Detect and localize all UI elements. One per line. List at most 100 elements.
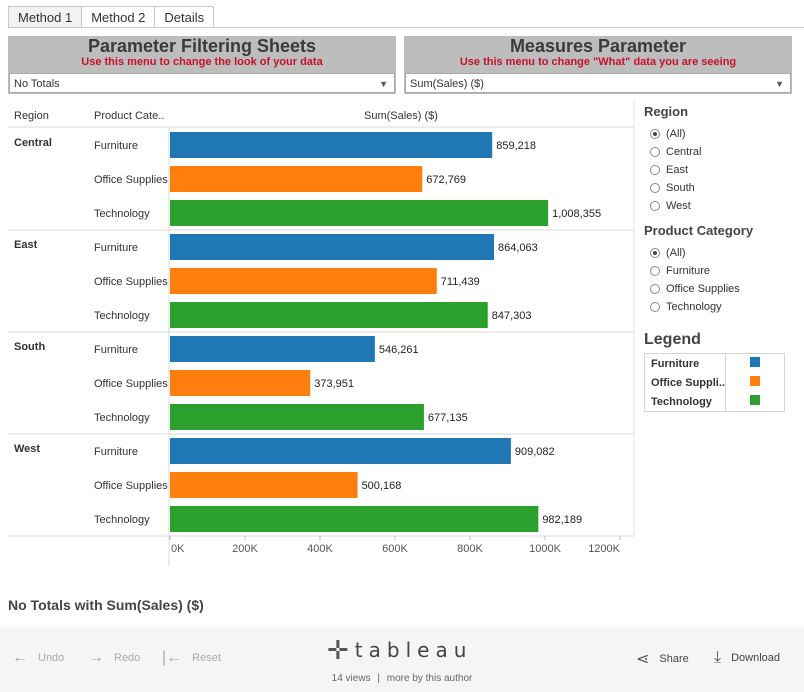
category-filter-option[interactable]: (All) — [644, 244, 794, 262]
region-filter-option-label: Central — [666, 146, 702, 158]
category-filter-option-label: Furniture — [666, 265, 711, 277]
bar-technology — [170, 200, 549, 226]
tab-divider — [8, 27, 804, 28]
category-label: Furniture — [94, 446, 138, 458]
region-filter-option-label: (All) — [666, 128, 686, 140]
data-label: 677,135 — [428, 412, 468, 424]
category-filter-option[interactable]: Technology — [644, 298, 794, 316]
region-label: South — [14, 341, 45, 353]
download-button[interactable]: ⤓ Download — [714, 649, 780, 667]
category-column-header: Product Cate.. — [94, 110, 165, 122]
category-filter-option[interactable]: Furniture — [644, 262, 794, 280]
region-filter-option[interactable]: East — [644, 161, 794, 179]
radio-button-icon[interactable] — [650, 248, 660, 258]
category-filter-option-label: (All) — [666, 247, 686, 259]
data-label: 909,082 — [515, 446, 555, 458]
chevron-down-icon: ▼ — [379, 79, 388, 89]
radio-button-icon[interactable] — [650, 201, 660, 211]
measures-parameter-subtitle: Use this menu to change "What" data you … — [459, 56, 737, 68]
bar-technology — [170, 506, 539, 532]
category-filter-option[interactable]: Office Supplies — [644, 280, 794, 298]
region-filter-option[interactable]: South — [644, 179, 794, 197]
tab-method-2[interactable]: Method 2 — [81, 6, 156, 28]
legend-item-label: Furniture — [651, 357, 700, 370]
radio-button-icon[interactable] — [650, 284, 660, 294]
legend-item[interactable]: Technology — [645, 392, 785, 412]
bar-technology — [170, 302, 488, 328]
category-label: Technology — [94, 412, 150, 424]
radio-button-icon[interactable] — [650, 165, 660, 175]
data-label: 373,951 — [314, 378, 354, 390]
bar-office-supplies — [170, 268, 437, 294]
undo-icon: ← — [12, 649, 28, 666]
category-label: Office Supplies — [94, 174, 168, 186]
undo-label: Undo — [38, 652, 65, 664]
data-label: 500,168 — [362, 480, 402, 492]
parameter-filtering-panel: Parameter Filtering Sheets Use this menu… — [8, 36, 396, 94]
redo-button[interactable]: → Redo — [88, 649, 140, 667]
radio-button-icon[interactable] — [650, 147, 660, 157]
legend-swatch — [749, 395, 760, 405]
legend-title: Legend — [644, 331, 701, 348]
category-filter-option-label: Office Supplies — [666, 283, 740, 295]
x-tick-label: 200K — [232, 543, 258, 555]
x-tick-label: 800K — [457, 543, 483, 555]
data-label: 859,218 — [496, 140, 536, 152]
share-label: Share — [659, 653, 689, 665]
share-button[interactable]: ⋖ Share — [636, 649, 689, 669]
download-icon: ⤓ — [714, 649, 722, 666]
legend-swatch — [749, 357, 760, 367]
measures-parameter-title: Measures Parameter — [509, 36, 687, 56]
legend-item[interactable]: Office Suppli.. — [645, 373, 785, 392]
radio-button-icon[interactable] — [650, 302, 660, 312]
sheet-tabs: Method 1 Method 2 Details — [8, 6, 215, 28]
region-column-header: Region — [14, 110, 49, 122]
data-label: 847,303 — [492, 310, 532, 322]
redo-label: Redo — [114, 652, 141, 664]
category-label: Technology — [94, 208, 150, 220]
tableau-logo[interactable]: ✛ tableau — [327, 637, 472, 663]
redo-icon: → — [88, 649, 104, 666]
region-filter-option[interactable]: Central — [644, 143, 794, 161]
measure-column-header: Sum(Sales) ($) — [364, 110, 438, 122]
region-filter-option-label: South — [666, 182, 695, 194]
x-tick-label: 400K — [307, 543, 333, 555]
category-label: Office Supplies — [94, 480, 168, 492]
measures-parameter-dropdown[interactable]: Sum(Sales) ($) ▼ — [405, 73, 791, 93]
parameter-filtering-title: Parameter Filtering Sheets — [87, 36, 317, 56]
region-filter-option-label: East — [666, 164, 689, 176]
sales-bar-chart: Region Product Cate.. Sum(Sales) ($) Cen… — [0, 100, 640, 570]
category-filter-option-label: Technology — [666, 301, 722, 313]
parameter-filtering-dropdown[interactable]: No Totals ▼ — [9, 73, 395, 93]
more-by-author-link[interactable]: more by this author — [386, 673, 473, 684]
bar-technology — [170, 404, 424, 430]
data-label: 864,063 — [498, 242, 538, 254]
legend-item[interactable]: Furniture — [645, 353, 785, 373]
radio-button-icon[interactable] — [650, 183, 660, 193]
region-filter-option[interactable]: (All) — [644, 125, 794, 143]
filters-panel: Region (All) Central East South West Product… — [644, 104, 794, 316]
legend-table: Furniture Office Suppli.. Technology — [644, 353, 785, 412]
sheet-caption: No Totals with Sum(Sales) ($) — [8, 597, 204, 613]
legend-item-label: Technology — [651, 395, 712, 408]
download-label: Download — [731, 652, 780, 664]
view-count: 14 views — [331, 673, 371, 684]
parameter-filtering-value: No Totals — [14, 78, 60, 90]
reset-button[interactable]: |← Reset — [162, 649, 221, 667]
bar-furniture — [170, 336, 375, 362]
category-label: Furniture — [94, 140, 138, 152]
legend-swatch — [749, 376, 760, 386]
region-filter-option-label: West — [666, 200, 691, 212]
radio-button-icon[interactable] — [650, 266, 660, 276]
data-label: 546,261 — [379, 344, 419, 356]
chevron-down-icon: ▼ — [775, 79, 784, 89]
bar-office-supplies — [170, 472, 358, 498]
tab-details[interactable]: Details — [154, 6, 215, 28]
tab-method-1[interactable]: Method 1 — [8, 6, 83, 28]
data-label: 711,439 — [441, 276, 480, 288]
category-filter-options: (All) Furniture Office Supplies Technology — [644, 244, 794, 316]
parameter-filtering-subtitle: Use this menu to change the look of your… — [81, 56, 323, 68]
radio-button-icon[interactable] — [650, 129, 660, 139]
region-filter-option[interactable]: West — [644, 197, 794, 215]
undo-button[interactable]: ← Undo — [12, 649, 64, 667]
